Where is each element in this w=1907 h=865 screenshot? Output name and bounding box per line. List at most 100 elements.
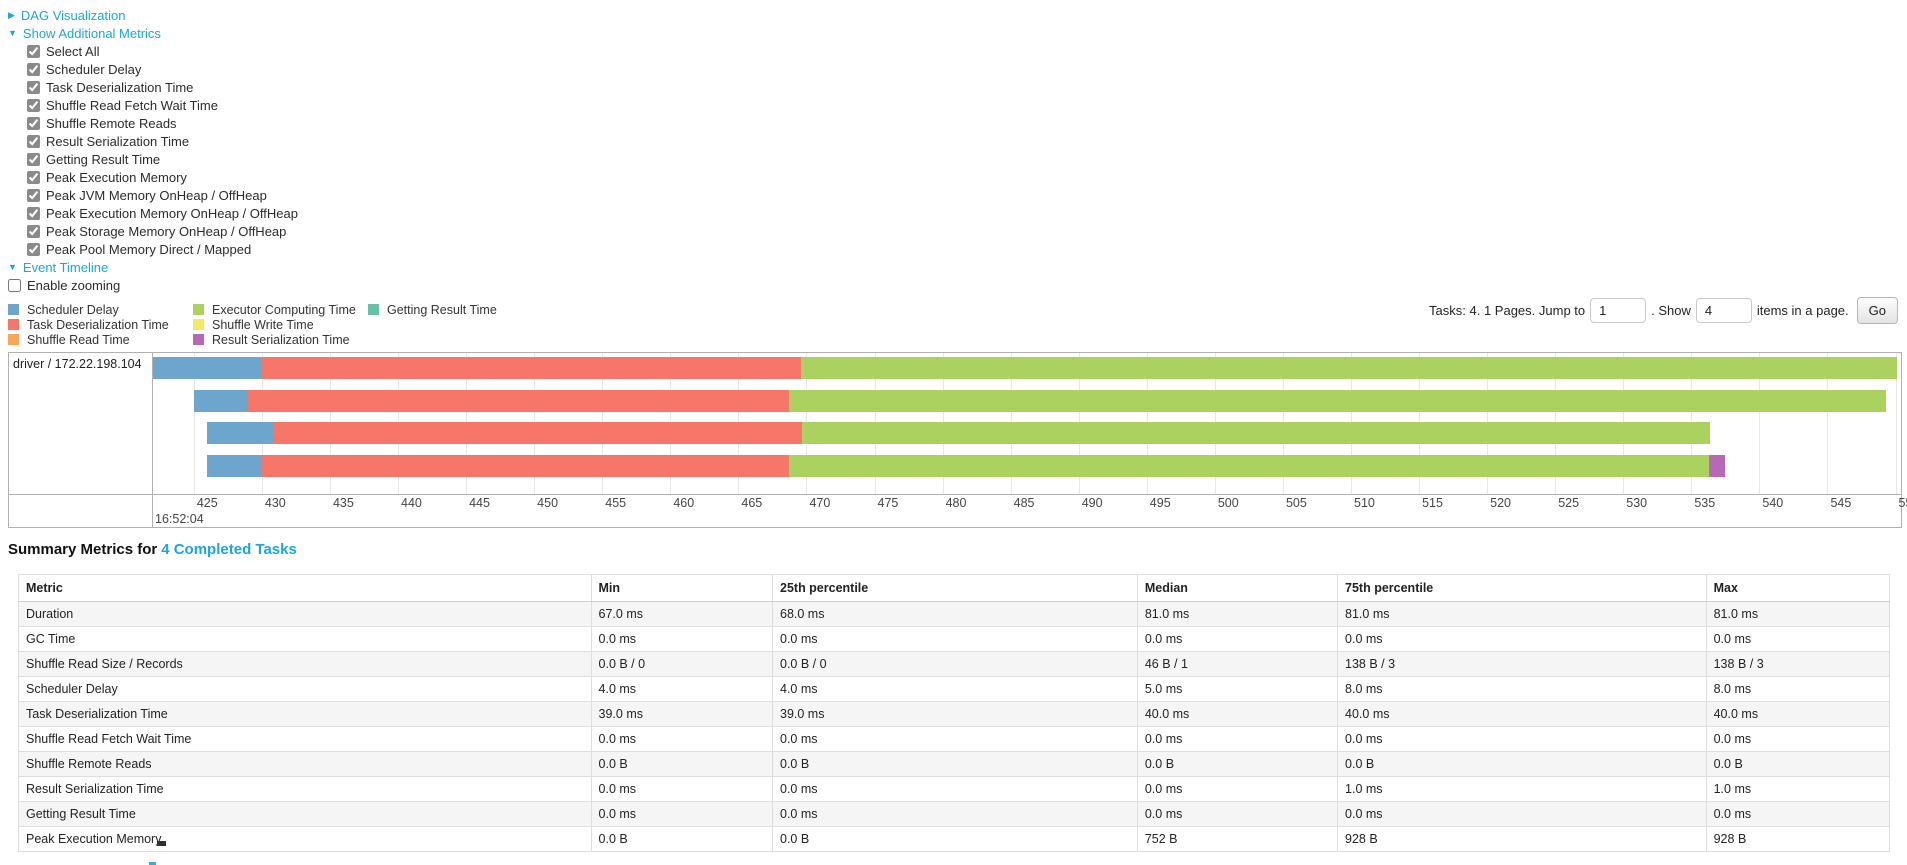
metric-checkbox[interactable] — [27, 224, 40, 238]
metric-value-cell: 138 B / 3 — [1705, 651, 1891, 677]
metric-value-cell: 46 B / 1 — [1136, 651, 1339, 677]
dag-visualization-label: DAG Visualization — [20, 7, 126, 23]
axis-tick-label: 470 — [809, 496, 831, 510]
metric-checkbox[interactable] — [27, 206, 40, 220]
metric-checkbox-row[interactable]: Result Serialization Time — [27, 132, 298, 150]
metric-checkbox[interactable] — [27, 80, 40, 94]
metric-value-cell: 0.0 ms — [590, 626, 774, 652]
table-header-cell: 75th percentile — [1337, 574, 1707, 602]
metric-checkbox-row[interactable]: Scheduler Delay — [27, 60, 298, 78]
metric-value-cell: 928 B — [1705, 826, 1891, 852]
event-timeline-label: Event Timeline — [22, 259, 109, 275]
table-header-cell: Median — [1136, 574, 1339, 602]
enable-zooming-checkbox[interactable] — [8, 278, 21, 292]
axis-tick-label: 545 — [1830, 496, 1852, 510]
table-row: GC Time 0.0 ms 0.0 ms 0.0 ms 0.0 ms 0.0 ms — [18, 626, 1891, 652]
event-timeline-toggle[interactable]: ▼ Event Timeline — [8, 258, 298, 276]
metric-value-cell: 0.0 ms — [1136, 726, 1339, 752]
metric-value-cell: 138 B / 3 — [1337, 651, 1707, 677]
legend-item: Executor Computing Time — [193, 302, 368, 317]
metric-value-cell: 0.0 B — [1337, 751, 1707, 777]
scheduler-delay-swatch-icon — [8, 304, 19, 315]
metric-checkbox-row[interactable]: Peak Storage Memory OnHeap / OffHeap — [27, 222, 298, 240]
axis-tick-label: 445 — [469, 496, 490, 510]
legend-label: Task Deserialization Time — [27, 317, 169, 332]
legend-item: Task Deserialization Time — [8, 317, 193, 332]
pagination-suffix-text: items in a page. — [1756, 302, 1849, 318]
metric-checkbox[interactable] — [27, 170, 40, 184]
timeline-gridline — [1827, 353, 1829, 494]
table-row: Task Deserialization Time 39.0 ms 39.0 ms 4… — [18, 701, 1891, 727]
metric-checkbox[interactable] — [27, 134, 40, 148]
metric-checkbox-row[interactable]: Peak Execution Memory — [27, 168, 298, 186]
jump-to-page-input[interactable] — [1590, 297, 1647, 323]
metric-checkbox[interactable] — [27, 44, 40, 58]
table-row: Getting Result Time 0.0 ms 0.0 ms 0.0 ms 0.0… — [18, 801, 1891, 827]
metric-checkbox-row[interactable]: Peak Pool Memory Direct / Mapped — [27, 240, 298, 258]
metric-checkbox-row[interactable]: Peak Execution Memory OnHeap / OffHeap — [27, 204, 298, 222]
expanded-arrow-icon: ▼ — [8, 27, 17, 38]
timeline-bar-scheduler-delay — [193, 389, 249, 412]
completed-tasks-link[interactable]: 4 Completed Tasks — [161, 541, 297, 558]
metric-value-cell: 0.0 ms — [1337, 726, 1707, 752]
table-row: Peak Execution Memory 0.0 B 0.0 B 752 B 928 … — [18, 826, 1891, 852]
enable-zooming-row[interactable]: Enable zooming — [8, 276, 298, 294]
metric-checkbox-row[interactable]: Shuffle Read Fetch Wait Time — [27, 96, 298, 114]
metric-checkbox[interactable] — [27, 98, 40, 112]
metric-name-cell: Task Deserialization Time — [18, 701, 592, 727]
metric-checkbox[interactable] — [27, 188, 40, 202]
metric-value-cell: 0.0 B — [772, 751, 1138, 777]
metric-checkbox-row[interactable]: Getting Result Time — [27, 150, 298, 168]
pagination-show-text: . Show — [1651, 302, 1691, 318]
metric-name-cell: Result Serialization Time — [18, 776, 592, 802]
timeline-axis-line — [9, 494, 1901, 495]
timeline-group-column: driver / 172.22.198.104 — [9, 353, 153, 527]
metric-checkbox-row[interactable]: Peak JVM Memory OnHeap / OffHeap — [27, 186, 298, 204]
axis-tick-label: 535 — [1694, 496, 1716, 510]
axis-tick-label: 475 — [877, 496, 899, 510]
metric-name-cell: Duration — [18, 601, 592, 627]
collapsed-arrow-icon: ▶ — [8, 9, 15, 20]
table-row: Shuffle Read Fetch Wait Time 0.0 ms 0.0 ms… — [18, 726, 1891, 752]
metric-value-cell: 0.0 B — [1136, 751, 1339, 777]
metric-value-cell: 8.0 ms — [1337, 676, 1707, 702]
metric-checkbox[interactable] — [27, 242, 40, 256]
legend-item: Getting Result Time — [368, 302, 497, 317]
event-timeline-chart: driver / 172.22.198.104 16:52:04 425 430 4… — [8, 352, 1907, 528]
axis-tick-label: 490 — [1081, 496, 1103, 510]
metric-checkbox[interactable] — [27, 152, 40, 166]
clipped-content-fragment — [157, 841, 166, 846]
metric-value-cell: 0.0 B — [772, 826, 1138, 852]
metric-value-cell: 1.0 ms — [1337, 776, 1707, 802]
axis-tick-label: 505 — [1285, 496, 1307, 510]
metric-value-cell: 0.0 ms — [772, 726, 1138, 752]
table-header-cell: Metric — [18, 574, 592, 602]
metric-checkbox-label: Peak Pool Memory Direct / Mapped — [46, 241, 252, 257]
metric-checkbox[interactable] — [27, 62, 40, 76]
legend-item: Shuffle Read Time — [8, 332, 193, 347]
show-additional-metrics-toggle[interactable]: ▼ Show Additional Metrics — [8, 24, 298, 42]
summary-metrics-title: Summary Metrics for 4 Completed Tasks — [8, 541, 297, 558]
axis-tick-label: 495 — [1149, 496, 1171, 510]
metric-value-cell: 40.0 ms — [1136, 701, 1339, 727]
metric-value-cell: 0.0 B — [1705, 751, 1891, 777]
metric-value-cell: 67.0 ms — [590, 601, 774, 627]
legend-label: Scheduler Delay — [27, 302, 119, 317]
metric-value-cell: 40.0 ms — [1705, 701, 1891, 727]
items-per-page-input[interactable] — [1695, 297, 1752, 323]
table-header-cell: Min — [590, 574, 774, 602]
dag-visualization-toggle[interactable]: ▶ DAG Visualization — [8, 6, 298, 24]
metric-value-cell: 1.0 ms — [1705, 776, 1891, 802]
pagination-summary-text: Tasks: 4. 1 Pages. Jump to — [1429, 302, 1586, 318]
metric-checkbox-row[interactable]: Task Deserialization Time — [27, 78, 298, 96]
metric-value-cell: 68.0 ms — [772, 601, 1138, 627]
metric-checkbox-row[interactable]: Shuffle Remote Reads — [27, 114, 298, 132]
metric-checkbox-row[interactable]: Select All — [27, 42, 298, 60]
timeline-gridline — [193, 353, 195, 494]
metric-value-cell: 0.0 ms — [1705, 626, 1891, 652]
metric-checkbox[interactable] — [27, 116, 40, 130]
metric-value-cell: 0.0 ms — [1136, 776, 1339, 802]
go-button[interactable]: Go — [1856, 296, 1898, 324]
metric-checkbox-label: Peak Execution Memory OnHeap / OffHeap — [46, 205, 298, 221]
